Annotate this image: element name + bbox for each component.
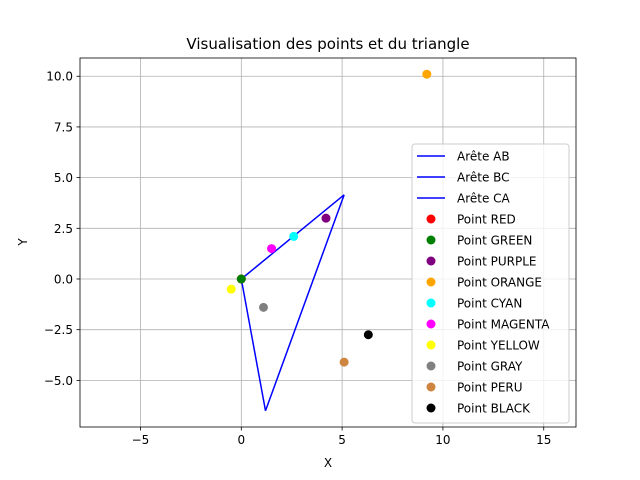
legend-marker-swatch bbox=[426, 214, 436, 224]
legend-label: Arête CA bbox=[457, 192, 511, 206]
legend: Arête AB Arête BC Arête CA Point RED Point G… bbox=[411, 143, 570, 424]
plot-frame bbox=[79, 57, 577, 428]
data-point bbox=[339, 357, 349, 367]
legend-marker-swatch bbox=[426, 298, 436, 308]
series-line bbox=[264, 194, 345, 412]
x-tick-label: 15 bbox=[536, 433, 551, 447]
y-tick-label: 10.0 bbox=[46, 70, 73, 84]
y-tick-label: −5.0 bbox=[44, 374, 73, 388]
x-axis-label: X bbox=[324, 456, 332, 470]
legend-marker-swatch bbox=[426, 361, 436, 371]
legend-marker-swatch bbox=[426, 382, 436, 392]
legend-label: Arête AB bbox=[457, 150, 510, 164]
legend-marker-swatch bbox=[426, 403, 436, 413]
y-tick-label: 5.0 bbox=[54, 171, 73, 185]
x-tick-label: −5 bbox=[132, 433, 150, 447]
legend-label: Point ORANGE bbox=[457, 276, 542, 290]
chart-title: Visualisation des points et du triangle bbox=[186, 35, 469, 53]
x-tick-label: 10 bbox=[435, 433, 450, 447]
legend-marker-swatch bbox=[426, 256, 436, 266]
y-tick-label: 7.5 bbox=[54, 120, 73, 134]
data-point bbox=[321, 213, 331, 223]
legend-label: Point PERU bbox=[457, 381, 523, 395]
data-point bbox=[226, 284, 236, 294]
y-tick-label: 0.0 bbox=[54, 272, 73, 286]
x-tick-label: 0 bbox=[237, 433, 245, 447]
data-point bbox=[236, 274, 246, 284]
legend-label: Arête BC bbox=[457, 171, 510, 185]
legend-label: Point YELLOW bbox=[457, 339, 540, 353]
y-tick-label: 2.5 bbox=[54, 222, 73, 236]
data-point bbox=[289, 231, 299, 241]
ticks: −5 0 5 10 15 −5.0 −2.5 0.0 2.5 5.0 7.5 10.0 bbox=[44, 70, 552, 447]
data-point bbox=[363, 330, 373, 340]
x-tick-label: 5 bbox=[338, 433, 346, 447]
data-point bbox=[267, 244, 277, 254]
legend-marker-swatch bbox=[426, 319, 436, 329]
data-point bbox=[422, 69, 432, 79]
legend-label: Point RED bbox=[457, 213, 516, 227]
legend-label: Point MAGENTA bbox=[457, 318, 550, 332]
plot-data bbox=[226, 69, 432, 412]
legend-label: Point GRAY bbox=[457, 360, 523, 374]
series-line bbox=[240, 278, 267, 411]
y-axis-label: Y bbox=[16, 238, 30, 247]
legend-label: Point BLACK bbox=[457, 402, 531, 416]
legend-label: Point GREEN bbox=[457, 234, 532, 248]
legend-label: Point CYAN bbox=[457, 297, 522, 311]
legend-box bbox=[411, 143, 570, 424]
legend-marker-swatch bbox=[426, 277, 436, 287]
legend-marker-swatch bbox=[426, 235, 436, 245]
legend-label: Point PURPLE bbox=[457, 255, 536, 269]
legend-marker-swatch bbox=[426, 340, 436, 350]
data-point bbox=[258, 302, 268, 312]
y-tick-label: −2.5 bbox=[44, 323, 73, 337]
